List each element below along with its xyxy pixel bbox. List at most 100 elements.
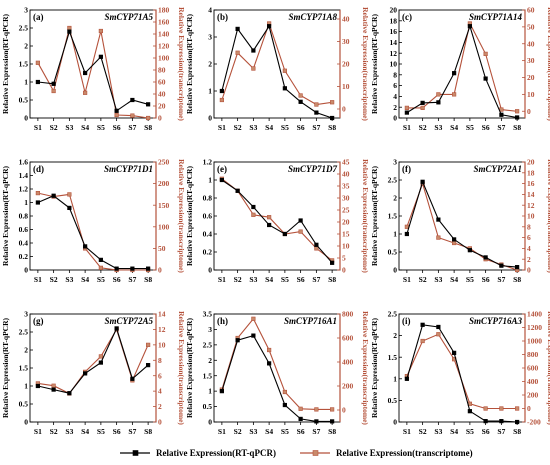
rtqpcr-point (67, 391, 72, 396)
x-tick-label: S6 (113, 123, 121, 132)
transcriptome-series-line (221, 317, 333, 410)
transcriptome-series-line (37, 192, 149, 271)
panel-title: SmCYP71A5 (104, 12, 153, 22)
rtqpcr-point (114, 108, 119, 113)
rtqpcr-point (219, 177, 224, 183)
chart-panel-i: 0 0.5 1 1.5 2 2.5 -200 0 200 400 600 800 1000 1200 140… (370, 310, 550, 436)
x-tick-label: S5 (466, 123, 474, 132)
left-tick-label: 6 (393, 81, 397, 90)
rtqpcr-point (314, 419, 319, 424)
rtqpcr-point (404, 376, 409, 381)
plot-frame (398, 161, 526, 271)
x-tick-label: S3 (434, 427, 442, 436)
left-tick-label: 0 (24, 114, 28, 123)
left-tick-label: 2 (208, 60, 212, 69)
x-tick-label: S2 (234, 427, 242, 436)
transcriptome-point (130, 113, 135, 118)
x-tick-label: S5 (281, 427, 289, 436)
right-tick-label: 30 (527, 56, 535, 65)
right-tick-label: 80 (158, 66, 166, 75)
x-tick-label: S5 (466, 427, 474, 436)
rtqpcr-point (35, 383, 40, 389)
x-tick-label: S4 (450, 123, 458, 132)
left-tick-label: 0 (393, 266, 397, 275)
left-tick-label: 3 (24, 6, 28, 15)
transcriptome-point (452, 92, 457, 97)
rtqpcr-point (51, 81, 56, 86)
left-tick-label: 2 (24, 346, 28, 355)
transcriptome-point (420, 105, 425, 110)
rtqpcr-series-line (37, 29, 149, 112)
transcriptome-point (515, 406, 520, 411)
rtqpcr-point (330, 115, 335, 121)
transcriptome-point (35, 191, 40, 196)
y-left-axis-label: Relative Expression(RT-qPCR) (370, 318, 379, 418)
left-tick-label: 1.2 (19, 185, 29, 194)
right-tick-label: 10 (527, 212, 535, 221)
transcriptome-point (298, 229, 303, 234)
rtqpcr-point (483, 419, 488, 424)
rtqpcr-point (35, 200, 40, 205)
right-tick-label: 120 (158, 42, 170, 51)
right-tick-label: 0 (527, 404, 531, 413)
rtqpcr-point (251, 204, 256, 210)
rtqpcr-point (298, 218, 303, 223)
left-tick-label: 0 (208, 114, 212, 123)
x-tick-label: S1 (403, 427, 411, 436)
left-tick-label: 1.5 (203, 371, 213, 380)
plot-frame (398, 313, 526, 423)
y-left-axis-label: Relative Expression(RT-qPCR) (1, 166, 10, 266)
right-tick-label: 5 (342, 254, 346, 263)
rtqpcr-point (499, 263, 504, 268)
x-tick-label: S8 (144, 427, 152, 436)
rtqpcr-point (483, 76, 488, 81)
plot-frame (213, 161, 341, 271)
rtqpcr-point (467, 248, 472, 253)
right-tick-label: 140 (158, 30, 170, 39)
rtqpcr-point (282, 231, 287, 237)
transcriptome-point (330, 100, 335, 105)
x-tick-label: S8 (144, 123, 152, 132)
right-tick-label: 800 (342, 310, 354, 319)
left-tick-label: 16 (390, 27, 398, 36)
transcriptome-point (436, 332, 441, 337)
legend-label: Relative Expression(transcriptome) (336, 448, 473, 458)
right-tick-label: 12 (158, 325, 166, 334)
left-tick-label: 4 (393, 92, 397, 101)
x-tick-label: S8 (328, 275, 336, 284)
rtqpcr-point (67, 205, 72, 211)
right-tick-label: 2 (527, 255, 531, 264)
left-tick-label: 2.5 (203, 340, 213, 349)
transcriptome-point (251, 316, 256, 321)
rtqpcr-series-line (37, 195, 149, 270)
x-tick-label: S4 (265, 427, 273, 436)
transcriptome-point (114, 112, 119, 118)
transcriptome-series-line (37, 27, 149, 119)
x-tick-label: S7 (497, 427, 505, 436)
left-tick-label: 10 (390, 60, 398, 69)
x-tick-label: S4 (450, 427, 458, 436)
x-tick-label: S4 (265, 123, 273, 132)
x-tick-label: S4 (81, 123, 89, 132)
transcriptome-point (51, 88, 56, 94)
left-tick-label: 0.4 (19, 239, 29, 248)
transcriptome-point (483, 51, 488, 56)
chart-panel-h: 0 0.5 1 1.5 2 2.5 3 3.5 0 200 400 600 800 S1 S2 S3 S4 S5 S… (185, 310, 370, 436)
y-right-axis-label: Relative Expression(transcriptome) (546, 311, 550, 425)
right-tick-label: 200 (158, 179, 170, 188)
left-tick-label: 1.5 (388, 212, 398, 221)
panel-title: SmCYP71D1 (104, 164, 153, 174)
rtqpcr-point (515, 115, 520, 120)
rtqpcr-point (314, 110, 319, 115)
x-tick-label: S4 (265, 275, 273, 284)
right-tick-label: 100 (158, 222, 170, 231)
right-tick-label: 200 (527, 391, 539, 400)
transcriptome-point (314, 102, 319, 107)
rtqpcr-series-line (221, 179, 333, 264)
rtqpcr-point (436, 324, 441, 330)
right-tick-label: 0 (342, 406, 346, 415)
rtqpcr-point (467, 409, 472, 414)
right-tick-label: 4 (158, 387, 162, 396)
x-tick-label: S8 (513, 123, 521, 132)
